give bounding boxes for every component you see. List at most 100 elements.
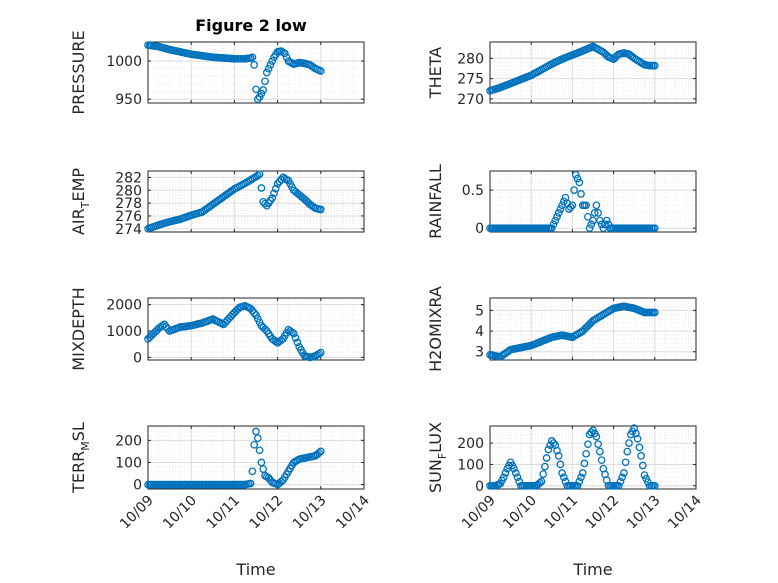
y-tick-label: 0	[475, 221, 484, 237]
data-point	[253, 434, 262, 443]
y-tick-label: 4	[475, 324, 484, 340]
data-point	[250, 309, 259, 317]
axes-frame	[489, 41, 697, 104]
series-markers	[486, 302, 659, 361]
y-tick-label: 1000	[106, 324, 142, 340]
data-point	[250, 61, 259, 69]
data-point	[549, 439, 558, 447]
data-point	[268, 194, 277, 202]
data-point	[250, 440, 259, 449]
y-axis-label: THETA	[426, 47, 445, 99]
data-point	[618, 473, 627, 482]
data-point	[271, 337, 280, 346]
data-point	[252, 427, 260, 436]
data-point	[580, 459, 589, 468]
data-point	[601, 220, 609, 229]
axes-frame	[147, 425, 365, 490]
data-point	[620, 469, 628, 477]
data-point	[163, 324, 172, 333]
y-tick-label: 0	[133, 350, 142, 366]
data-point	[252, 85, 260, 94]
series-markers	[144, 41, 325, 104]
data-point	[261, 199, 269, 208]
subplot-4: 0 0.5 RAINFALL	[426, 164, 697, 239]
data-point	[556, 205, 565, 213]
data-point	[584, 212, 592, 221]
data-point	[542, 454, 551, 462]
y-tick-label: 2000	[106, 298, 142, 314]
data-point	[585, 224, 594, 233]
y-tick-label: 274	[115, 222, 142, 238]
data-point	[316, 67, 325, 75]
data-point	[594, 440, 602, 449]
data-point	[264, 64, 273, 73]
data-point	[584, 440, 592, 449]
data-point	[282, 53, 291, 62]
data-point	[582, 201, 590, 210]
y-axis-label: TERRMSL	[69, 422, 92, 494]
data-point	[257, 184, 266, 192]
data-point	[594, 209, 602, 217]
data-point	[559, 473, 568, 482]
y-tick-label: 275	[457, 72, 484, 88]
subplot-2: 270 275 280 THETA	[426, 41, 697, 108]
series-markers	[486, 424, 659, 490]
data-point	[547, 224, 556, 233]
data-point	[293, 338, 302, 347]
data-point	[650, 481, 659, 490]
data-point	[558, 469, 566, 477]
y-tick-label: 200	[457, 436, 484, 452]
y-axis-label: PRESSURE	[69, 30, 88, 114]
data-point	[271, 184, 280, 193]
data-point	[568, 201, 577, 210]
data-point	[270, 189, 278, 198]
y-tick-label: 0	[475, 479, 484, 495]
data-point	[510, 464, 518, 473]
y-tick-label: 276	[115, 209, 142, 225]
data-point	[252, 311, 260, 319]
data-point	[587, 220, 596, 229]
data-point	[315, 349, 323, 358]
data-point	[650, 61, 659, 70]
y-axis-label: H2OMIXRA	[426, 286, 445, 372]
data-point	[248, 467, 257, 476]
data-point	[513, 473, 522, 482]
data-point	[587, 428, 596, 437]
data-point	[597, 456, 606, 465]
data-point	[280, 49, 289, 58]
y-tick-label: 100	[115, 455, 142, 471]
data-point	[541, 462, 549, 471]
data-point	[573, 481, 582, 490]
data-point	[289, 329, 298, 338]
data-point	[501, 469, 510, 477]
data-point	[582, 449, 590, 458]
data-point	[554, 452, 563, 460]
figure-title: Figure 2 low	[195, 16, 307, 35]
data-point	[255, 446, 264, 455]
x-axis-label: Time	[235, 560, 275, 579]
data-point	[575, 477, 584, 486]
data-point	[640, 471, 649, 479]
data-point	[291, 334, 300, 342]
data-point	[596, 447, 604, 456]
data-point	[511, 469, 520, 477]
axes-frame	[489, 297, 697, 361]
data-point	[650, 224, 659, 233]
data-point	[268, 57, 277, 65]
data-point	[248, 53, 257, 62]
y-axis-label: SUNFLUX	[426, 422, 449, 493]
series-markers	[144, 302, 325, 362]
data-point	[316, 348, 325, 357]
axes-frame	[147, 170, 365, 233]
axes-frame	[147, 41, 365, 104]
data-point	[637, 452, 645, 460]
data-point	[537, 477, 546, 486]
data-point	[590, 209, 599, 217]
data-point	[316, 447, 325, 456]
data-point	[614, 481, 623, 490]
data-point	[288, 328, 296, 337]
data-point	[578, 469, 587, 477]
